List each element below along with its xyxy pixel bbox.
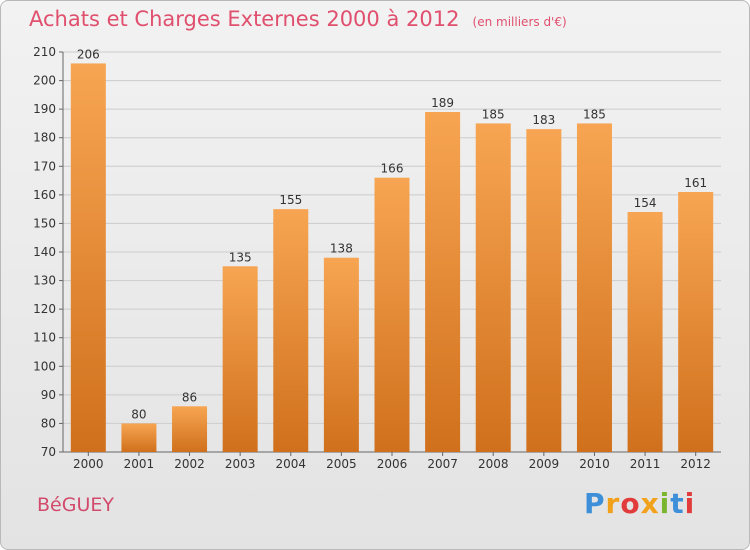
data-label: 154 bbox=[634, 196, 657, 210]
x-tick-label: 2003 bbox=[225, 457, 256, 471]
data-label: 155 bbox=[279, 193, 302, 207]
x-tick-label: 2011 bbox=[630, 457, 661, 471]
x-tick-label: 2007 bbox=[427, 457, 458, 471]
data-label: 135 bbox=[229, 250, 252, 264]
y-tick-labels: 70 80 90 100 110 120 130 140 150 160 170 180 190 200 2… bbox=[33, 45, 56, 459]
chart-title: Achats et Charges Externes 2000 à 2012 (… bbox=[29, 7, 567, 31]
data-label: 138 bbox=[330, 242, 353, 256]
data-label: 185 bbox=[583, 107, 606, 121]
bar bbox=[172, 406, 208, 452]
bar bbox=[273, 209, 309, 452]
y-tick-label: 180 bbox=[33, 131, 56, 145]
logo-letter: o bbox=[620, 487, 641, 520]
bar bbox=[70, 63, 106, 453]
x-tick-label: 2004 bbox=[275, 457, 306, 471]
bar bbox=[678, 192, 714, 452]
x-tick-label: 2009 bbox=[529, 457, 560, 471]
bar bbox=[627, 212, 663, 452]
bar bbox=[323, 257, 359, 452]
data-label: 86 bbox=[182, 390, 197, 404]
bar bbox=[121, 423, 157, 452]
chart-subtitle: (en milliers d'€) bbox=[472, 15, 567, 29]
y-tick-label: 150 bbox=[33, 216, 56, 230]
y-tick-label: 170 bbox=[33, 159, 56, 173]
x-tick-label: 2000 bbox=[73, 457, 104, 471]
chart-title-main: Achats et Charges Externes 2000 à 2012 bbox=[29, 7, 460, 31]
x-tick-label: 2002 bbox=[174, 457, 205, 471]
x-tick-label: 2005 bbox=[326, 457, 357, 471]
y-tick-label: 110 bbox=[33, 331, 56, 345]
proxiti-logo: Proxiti bbox=[584, 487, 695, 520]
data-label: 80 bbox=[131, 407, 146, 421]
y-tick-label: 140 bbox=[33, 245, 56, 259]
y-tick-label: 210 bbox=[33, 45, 56, 59]
logo-letter: P bbox=[584, 487, 606, 520]
x-tick-label: 2006 bbox=[377, 457, 408, 471]
logo-letter: t bbox=[670, 487, 685, 520]
data-label: 166 bbox=[381, 162, 404, 176]
bar bbox=[475, 123, 511, 452]
x-tick-label: 2008 bbox=[478, 457, 509, 471]
data-label: 183 bbox=[532, 113, 555, 127]
commune-name: BéGUEY bbox=[37, 494, 114, 516]
y-tick-label: 200 bbox=[33, 74, 56, 88]
bar bbox=[374, 177, 410, 452]
y-tick-label: 130 bbox=[33, 274, 56, 288]
bar bbox=[222, 266, 258, 452]
x-tick-label: 2010 bbox=[579, 457, 610, 471]
logo-letter: i bbox=[659, 487, 671, 520]
logo-letter: x bbox=[640, 487, 660, 520]
y-tick-label: 100 bbox=[33, 359, 56, 373]
data-label: 161 bbox=[684, 176, 707, 190]
y-tick-label: 190 bbox=[33, 102, 56, 116]
y-tick-label: 90 bbox=[41, 388, 56, 402]
y-tick-label: 70 bbox=[41, 445, 56, 459]
y-tick-label: 80 bbox=[41, 416, 56, 430]
bar bbox=[526, 129, 562, 452]
data-label: 206 bbox=[77, 47, 100, 61]
bar bbox=[425, 112, 461, 452]
data-label: 185 bbox=[482, 107, 505, 121]
y-tick-label: 160 bbox=[33, 188, 56, 202]
x-tick-label: 2012 bbox=[680, 457, 711, 471]
data-label: 189 bbox=[431, 96, 454, 110]
logo-letter: i bbox=[684, 487, 696, 520]
x-tick-label: 2001 bbox=[124, 457, 155, 471]
y-tick-label: 120 bbox=[33, 302, 56, 316]
logo-letter: r bbox=[605, 487, 621, 520]
bar bbox=[576, 123, 612, 452]
x-tick-labels: 2000 2001 2002 2003 2004 2005 2006 2007 2008 2009… bbox=[73, 457, 711, 471]
bars: 206 80 86 135 155 138 166 189 185 183 185 154 161 bbox=[70, 47, 714, 453]
